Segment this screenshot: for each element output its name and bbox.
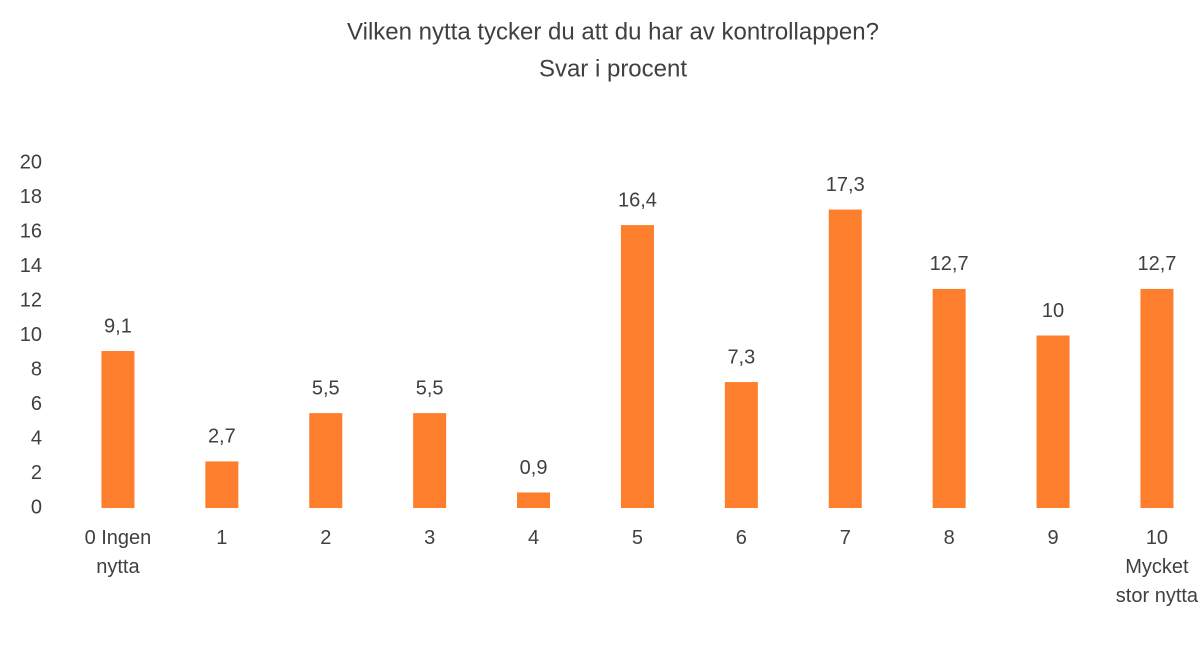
data-label: 10 [1042, 300, 1064, 322]
y-tick-label: 6 [31, 393, 42, 415]
y-tick-label: 10 [20, 324, 42, 346]
data-label: 12,7 [930, 253, 969, 275]
bar [413, 413, 447, 508]
x-tick-label: 0 Ingen nytta [84, 527, 152, 578]
bar [724, 382, 758, 508]
x-tick-label: 2 [320, 527, 332, 549]
data-label: 5,5 [416, 377, 444, 399]
x-tick-label: 5 [631, 527, 643, 549]
bar [517, 492, 551, 508]
x-tick-label: 4 [527, 527, 540, 549]
x-tick-label: 1 [216, 527, 228, 549]
y-tick-label: 2 [31, 462, 42, 484]
y-tick-label: 14 [20, 255, 42, 277]
bar [309, 413, 343, 508]
y-tick-label: 16 [20, 220, 42, 242]
data-label: 7,3 [727, 346, 755, 368]
x-tick-label: 3 [424, 527, 436, 549]
bar [1036, 335, 1070, 508]
x-tick-label: 8 [943, 527, 955, 549]
y-tick-label: 18 [20, 186, 42, 208]
bar [932, 288, 966, 508]
y-tick-label: 4 [31, 427, 42, 449]
bar [205, 461, 239, 508]
data-label: 5,5 [312, 377, 340, 399]
data-label: 17,3 [826, 174, 865, 196]
data-label: 0,9 [520, 457, 548, 479]
y-tick-label: 12 [20, 289, 42, 311]
bar [828, 209, 862, 508]
chart-subtitle: Svar i procent [539, 55, 687, 82]
data-label: 2,7 [208, 426, 236, 448]
data-label: 9,1 [104, 315, 132, 337]
y-tick-label: 0 [31, 496, 42, 518]
data-label: 12,7 [1137, 253, 1176, 275]
chart-title: Vilken nytta tycker du att du har av kon… [347, 18, 879, 45]
bar [620, 225, 654, 508]
bar [1140, 288, 1174, 508]
x-tick-label: 10 Mycket stor nytta [1115, 527, 1199, 607]
data-label: 16,4 [618, 189, 657, 211]
y-tick-label: 20 [20, 151, 42, 173]
x-tick-label: 6 [735, 527, 747, 549]
bar [101, 351, 135, 508]
x-tick-label: 9 [1047, 527, 1059, 549]
y-tick-label: 8 [31, 358, 42, 380]
x-tick-label: 7 [839, 527, 851, 549]
